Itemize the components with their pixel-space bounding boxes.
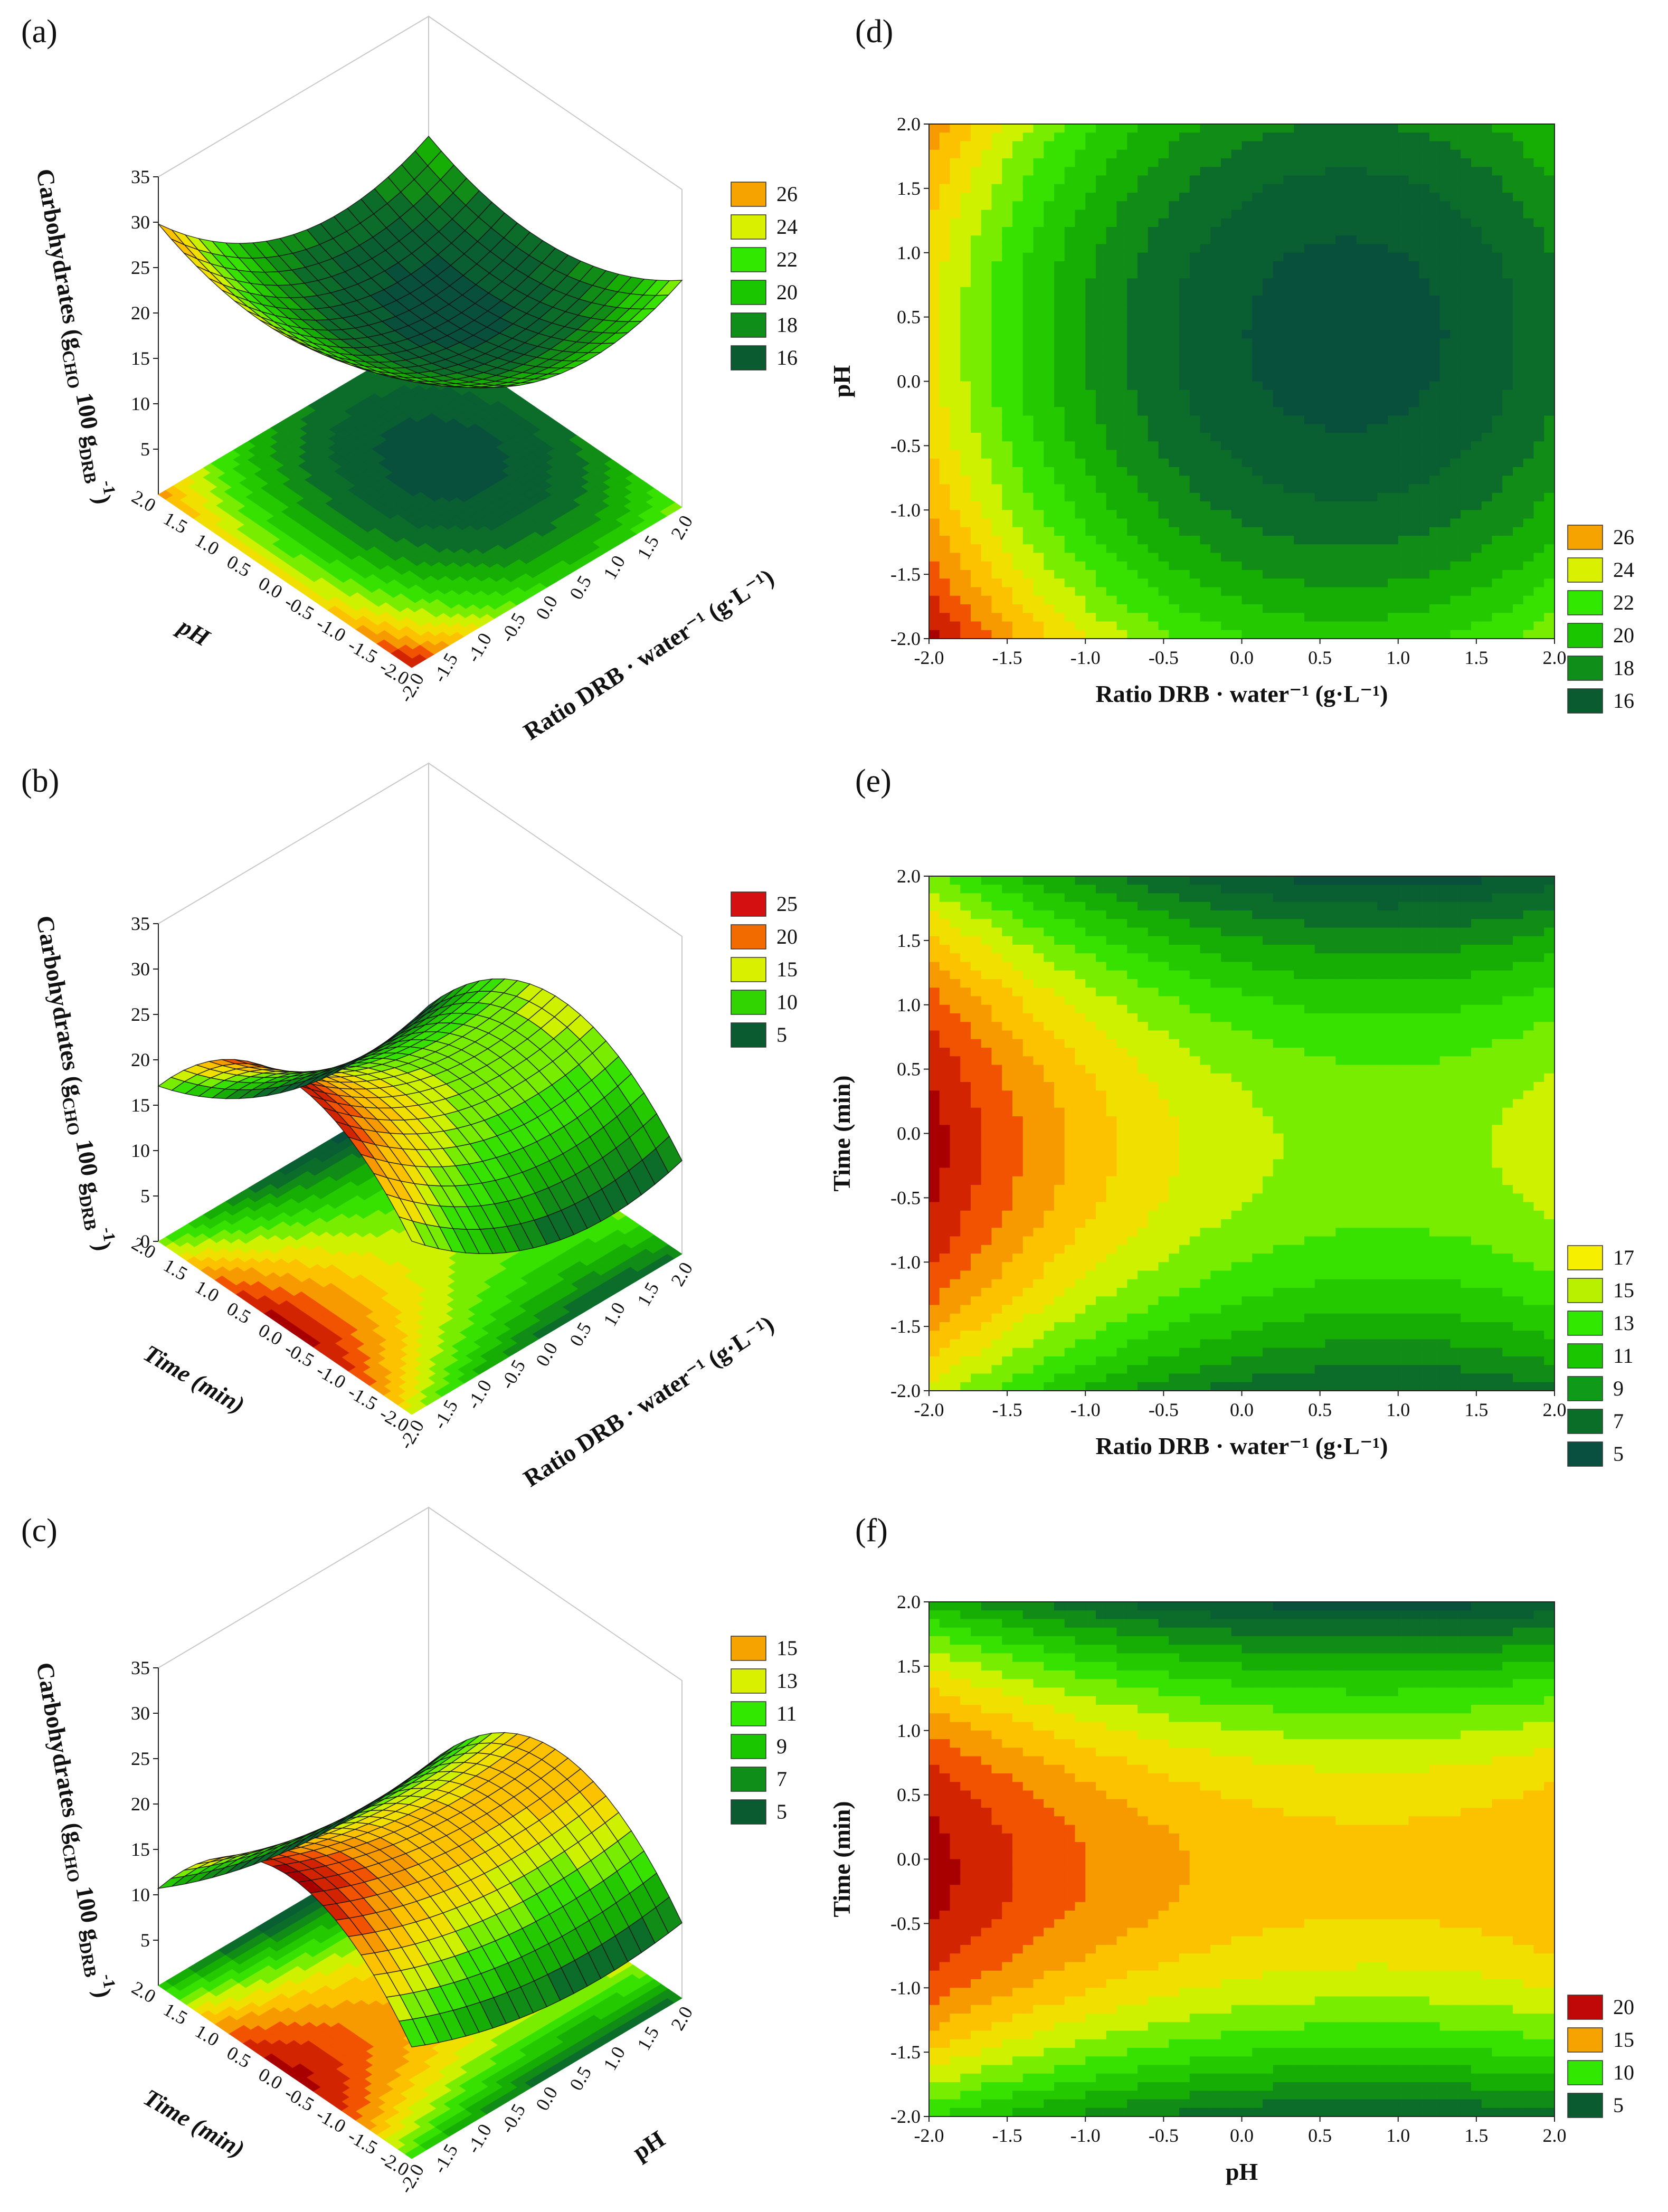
legend-swatch [731, 957, 766, 982]
z-tick-label: 15 [131, 1095, 150, 1116]
floor-contour [158, 334, 683, 668]
z-tick-label: 30 [131, 1703, 150, 1724]
z-tick-label: 20 [131, 1793, 150, 1815]
legend-swatch [731, 182, 766, 207]
z-tick-label: 5 [140, 439, 150, 460]
z-tick-label: 25 [131, 1004, 150, 1025]
legend-swatch [731, 312, 766, 338]
legend-swatch [731, 1022, 766, 1048]
z-tick-label: 35 [131, 1657, 150, 1678]
legend-label: 16 [776, 346, 798, 369]
legend-swatch [731, 891, 766, 917]
z-tick-label: 20 [131, 302, 150, 324]
z-tick-label: 35 [131, 166, 150, 187]
legend-swatch [731, 990, 766, 1015]
legend-label: 22 [776, 248, 798, 271]
panel-label: (b) [21, 763, 59, 799]
z-tick-label: 15 [131, 1839, 150, 1860]
z-tick-label: 10 [131, 1140, 150, 1161]
legend-label: 15 [776, 957, 798, 981]
legend-label: 25 [776, 892, 798, 916]
panel-label: (c) [21, 1513, 58, 1549]
z-tick-label: 25 [131, 257, 150, 278]
legend-label: 10 [776, 990, 798, 1014]
legend-label: 26 [776, 182, 798, 206]
z-tick-label: 30 [131, 958, 150, 980]
z-tick-label: 15 [131, 348, 150, 369]
legend-swatch [731, 924, 766, 950]
legend-label: 20 [776, 925, 798, 948]
z-tick-label: 35 [131, 913, 150, 934]
legend-swatch [731, 280, 766, 305]
z-tick-label: 20 [131, 1049, 150, 1070]
side-wall [428, 16, 683, 507]
legend-label: 24 [776, 215, 798, 239]
panel-label: (a) [21, 14, 58, 50]
z-tick-label: 5 [140, 1185, 150, 1207]
legend-swatch [731, 214, 766, 240]
legend-label: 18 [776, 313, 798, 337]
legend-swatch [731, 247, 766, 272]
legend-swatch [731, 345, 766, 371]
z-tick-label: 5 [140, 1930, 150, 1951]
z-tick-label: 10 [131, 1884, 150, 1905]
z-tick-label: 25 [131, 1748, 150, 1769]
legend-label: 5 [776, 1023, 787, 1047]
z-tick-label: 10 [131, 393, 150, 414]
z-tick-label: 30 [131, 212, 150, 233]
legend-label: 20 [776, 280, 798, 304]
